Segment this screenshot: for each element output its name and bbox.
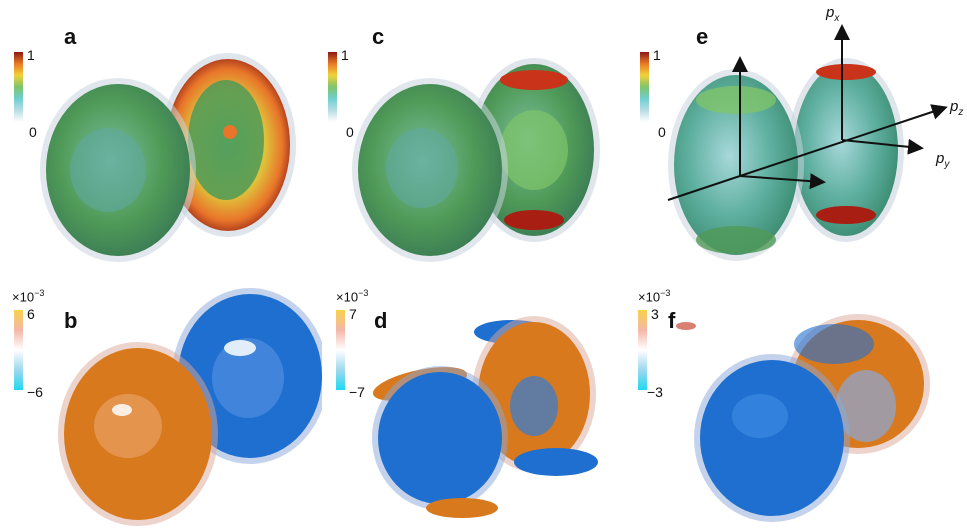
colorbar-min-f: −3 — [647, 384, 663, 400]
colorbar-exponent-f: ×10−3 — [638, 288, 671, 305]
colorbar-min-e: 0 — [658, 124, 666, 140]
panel-label-f: f — [668, 308, 676, 333]
colorbar-max-a: 1 — [27, 47, 35, 63]
panel-c: c 1 0 — [322, 0, 644, 266]
pz-axis-arrow — [667, 104, 948, 201]
colorbar-exponent-b: ×10−3 — [12, 288, 45, 305]
py-axis-arrow-left — [739, 173, 826, 190]
panel-e: e 1 0 px pz py — [640, 0, 966, 266]
panel-label-a: a — [64, 24, 77, 49]
colorbar-exponent-d: ×10−3 — [336, 288, 369, 305]
panel-a: a 1 0 — [0, 0, 322, 266]
density-colorbar-a — [14, 52, 23, 122]
panel-b: ×10−3 b 6 −6 — [0, 266, 322, 532]
difference-colorbar-d — [336, 310, 345, 390]
axis-label-py: py — [936, 150, 950, 170]
panel-label-d: d — [374, 308, 388, 333]
colorbar-max-b: 6 — [27, 306, 35, 322]
panel-label-c: c — [372, 24, 385, 49]
panel-f: ×10−3 f 3 −3 — [638, 266, 966, 532]
difference-colorbar-b — [14, 310, 23, 390]
panel-d: ×10−3 d 7 −7 — [322, 266, 644, 532]
density-isosurface-a — [40, 53, 296, 262]
panel-label-b: b — [64, 308, 78, 333]
density-isosurface-c — [352, 58, 600, 262]
density-difference-isosurface-d — [372, 316, 598, 518]
colorbar-min-c: 0 — [346, 124, 354, 140]
density-difference-isosurface-b — [58, 288, 322, 526]
axis-label-pz: pz — [950, 98, 964, 118]
colorbar-max-d: 7 — [349, 306, 357, 322]
difference-colorbar-f — [638, 310, 647, 390]
density-isosurface-e — [667, 24, 948, 261]
colorbar-max-f: 3 — [651, 306, 659, 322]
density-colorbar-e — [640, 52, 649, 122]
axis-label-px: px — [826, 4, 840, 24]
density-colorbar-c — [328, 52, 337, 122]
panel-label-e: e — [696, 24, 709, 49]
colorbar-min-b: −6 — [27, 384, 43, 400]
colorbar-min-d: −7 — [349, 384, 365, 400]
density-difference-isosurface-f — [676, 314, 930, 522]
colorbar-max-e: 1 — [653, 47, 661, 63]
py-axis-arrow-right — [841, 138, 924, 155]
colorbar-min-a: 0 — [29, 124, 37, 140]
colorbar-max-c: 1 — [341, 47, 349, 63]
